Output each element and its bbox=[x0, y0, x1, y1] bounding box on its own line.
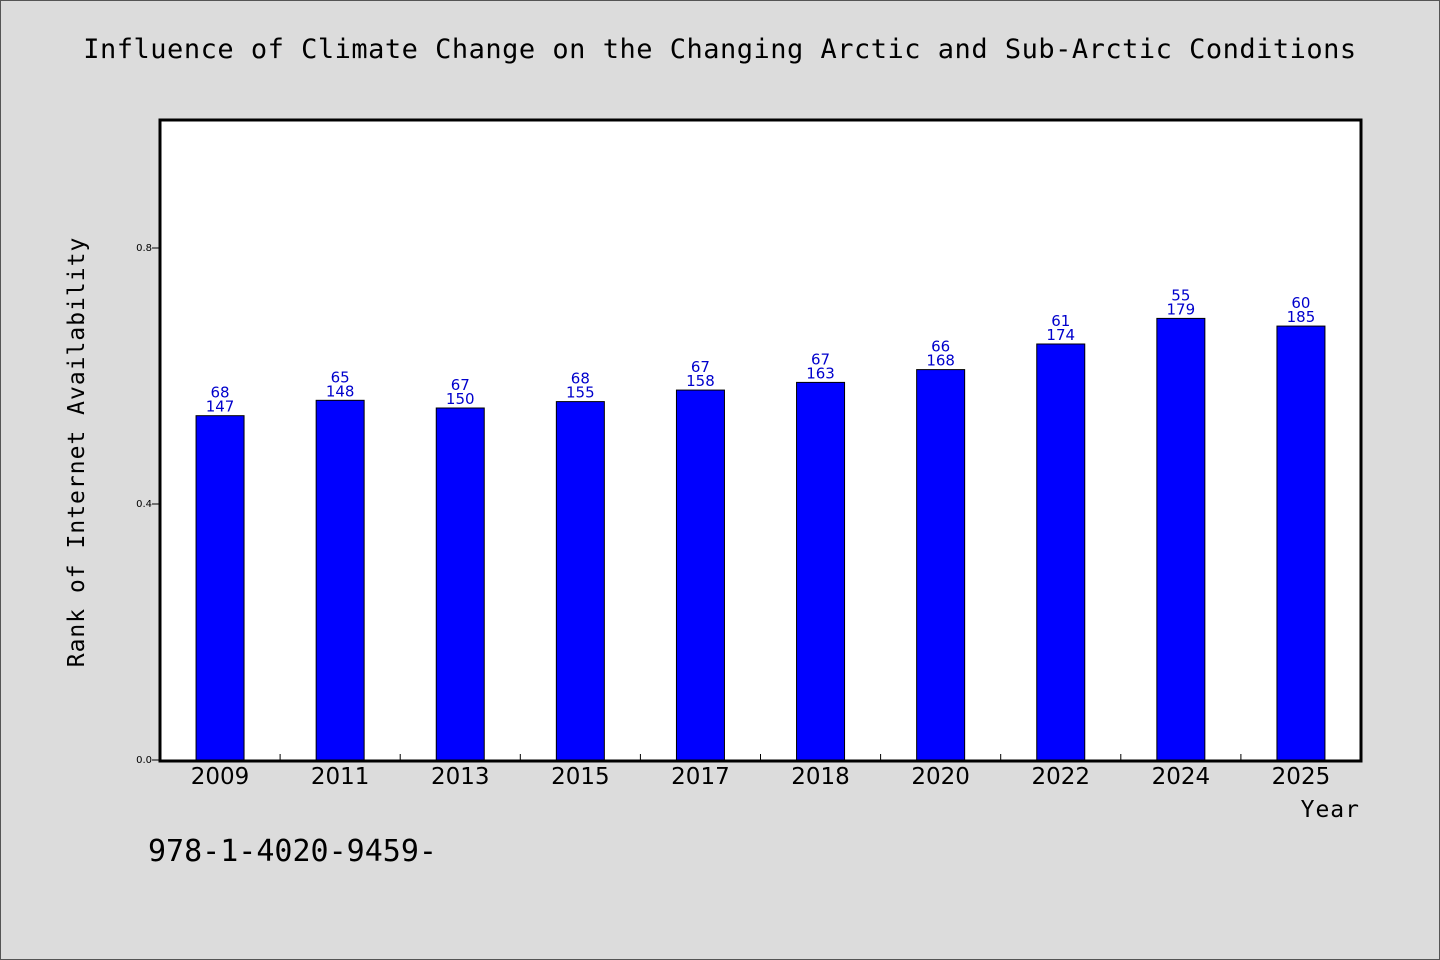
bar bbox=[195, 415, 245, 761]
bar-label-top: 60 bbox=[1291, 294, 1310, 312]
x-tick-label: 2020 bbox=[911, 764, 970, 790]
x-tick-label: 2024 bbox=[1152, 764, 1211, 790]
bar-label-top: 67 bbox=[691, 358, 710, 376]
x-tick-label: 2017 bbox=[671, 764, 730, 790]
y-tick-label: 0.0 bbox=[136, 755, 152, 766]
bar-label-bottom: 179 bbox=[1167, 300, 1196, 318]
code-label: 978-1-4020-9459- bbox=[148, 834, 437, 869]
bar bbox=[675, 389, 725, 761]
bar-label-top: 61 bbox=[1051, 312, 1070, 330]
bar-label-bottom: 155 bbox=[566, 384, 595, 402]
y-tick-label: 0.8 bbox=[136, 243, 152, 254]
bar bbox=[315, 399, 365, 761]
x-axis: 2009 2011 2013 2015 2017 2018 2020 2022 2024 2025 bbox=[191, 754, 1330, 790]
x-tick-label: 2013 bbox=[431, 764, 490, 790]
x-tick-label: 2025 bbox=[1272, 764, 1331, 790]
x-tick-label: 2011 bbox=[311, 764, 370, 790]
bar bbox=[1156, 317, 1206, 761]
bar bbox=[916, 369, 966, 761]
bars bbox=[195, 317, 1326, 761]
bar bbox=[435, 407, 485, 761]
bar-label-bottom: 185 bbox=[1287, 308, 1316, 326]
bar bbox=[555, 401, 605, 761]
bar-label-top: 67 bbox=[811, 350, 830, 368]
bar-label-bottom: 147 bbox=[206, 398, 235, 416]
x-tick-label: 2018 bbox=[791, 764, 850, 790]
bar-label-top: 66 bbox=[931, 338, 950, 356]
bar-label-top: 68 bbox=[571, 370, 590, 388]
y-axis-title: Rank of Internet Availability bbox=[64, 237, 90, 668]
x-tick-label: 2009 bbox=[191, 764, 250, 790]
bar-label-bottom: 168 bbox=[926, 352, 955, 370]
bar-label-top: 68 bbox=[211, 384, 230, 402]
chart-title: Influence of Climate Change on the Chang… bbox=[83, 34, 1357, 65]
x-tick-label: 2015 bbox=[551, 764, 610, 790]
y-axis: 0.0 0.4 0.8 bbox=[136, 243, 160, 766]
x-axis-title: Year bbox=[1301, 797, 1360, 823]
bar bbox=[1276, 325, 1326, 761]
bar-label-bottom: 158 bbox=[686, 372, 715, 390]
bar-label-bottom: 163 bbox=[806, 364, 835, 382]
bar-label-bottom: 150 bbox=[446, 390, 475, 408]
bar-label-top: 65 bbox=[331, 368, 350, 386]
bar bbox=[1036, 343, 1086, 761]
bar-label-top: 55 bbox=[1171, 286, 1190, 304]
x-tick-label: 2022 bbox=[1031, 764, 1090, 790]
bar-label-top: 67 bbox=[451, 376, 470, 394]
bar-label-bottom: 148 bbox=[326, 382, 355, 400]
bar bbox=[796, 381, 846, 761]
y-tick-label: 0.4 bbox=[136, 499, 152, 510]
bar-label-bottom: 174 bbox=[1046, 326, 1075, 344]
